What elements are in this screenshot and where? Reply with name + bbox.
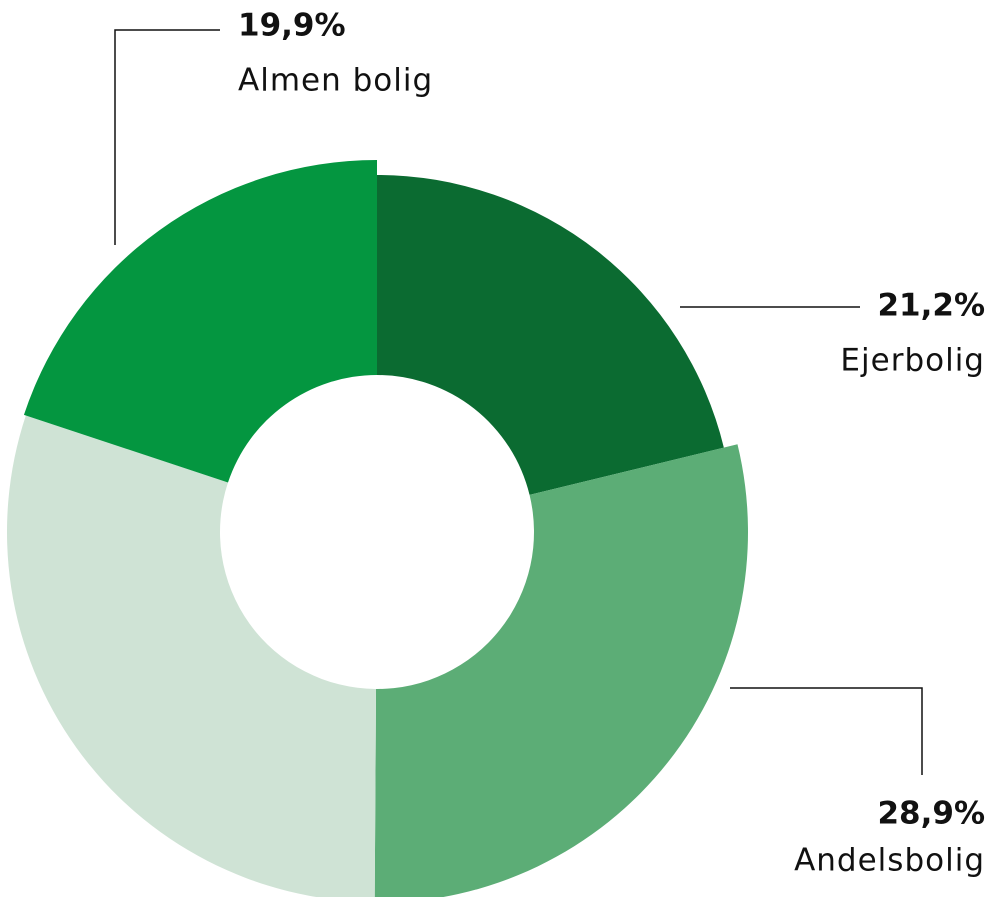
- donut-segment: [7, 415, 377, 897]
- category-label: Andelsbolig: [794, 843, 985, 879]
- value-label: 19,9%: [238, 8, 346, 44]
- leader-line: [114, 29, 220, 245]
- donut-segment: [377, 175, 724, 495]
- leader-line: [730, 687, 923, 775]
- donut-segment: [374, 444, 748, 897]
- category-label: Almen bolig: [238, 63, 433, 99]
- value-label: 28,9%: [877, 796, 985, 832]
- donut-segment: [23, 160, 378, 483]
- value-label: 21,2%: [877, 288, 985, 324]
- category-label: Ejerbolig: [840, 343, 985, 379]
